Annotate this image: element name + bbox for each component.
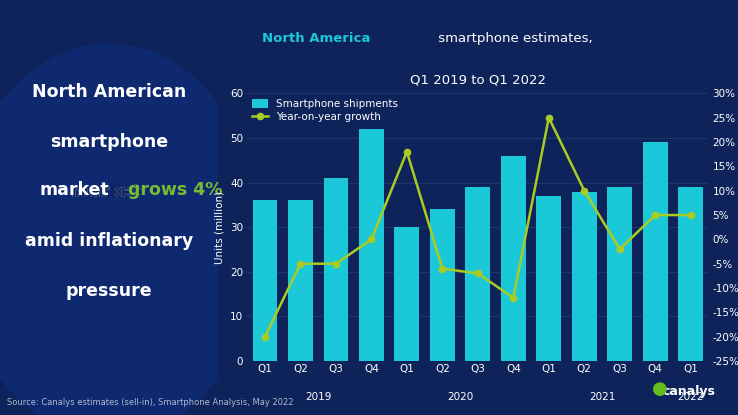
Bar bbox=[572, 191, 597, 361]
Text: canalys: canalys bbox=[663, 386, 716, 398]
Text: 2021: 2021 bbox=[589, 392, 615, 402]
Text: ●: ● bbox=[652, 381, 668, 398]
Bar bbox=[323, 178, 348, 361]
Bar bbox=[430, 209, 455, 361]
Text: amid inflationary: amid inflationary bbox=[25, 232, 193, 250]
Bar bbox=[607, 187, 632, 361]
Text: 2020: 2020 bbox=[447, 392, 473, 402]
Bar bbox=[678, 187, 703, 361]
Bar bbox=[537, 196, 561, 361]
Text: North America smartphone estimates,: North America smartphone estimates, bbox=[263, 32, 549, 44]
Text: smartphone estimates,: smartphone estimates, bbox=[434, 32, 593, 44]
Bar bbox=[359, 129, 384, 361]
Text: market: market bbox=[71, 183, 147, 200]
Y-axis label: Units (million): Units (million) bbox=[214, 190, 224, 264]
Text: North America: North America bbox=[263, 32, 370, 44]
Text: 2019: 2019 bbox=[305, 392, 331, 402]
Text: Q1 2019 to Q1 2022: Q1 2019 to Q1 2022 bbox=[410, 73, 546, 86]
Text: pressure: pressure bbox=[66, 282, 152, 300]
Text: Source: Canalys estimates (sell-in), Smartphone Analysis, May 2022: Source: Canalys estimates (sell-in), Sma… bbox=[7, 398, 294, 407]
Bar bbox=[466, 187, 490, 361]
Text: market: market bbox=[39, 181, 108, 198]
Text: North American: North American bbox=[32, 83, 186, 101]
Bar bbox=[288, 200, 313, 361]
Text: market: market bbox=[71, 183, 147, 200]
Bar bbox=[501, 156, 525, 361]
Text: smartphone: smartphone bbox=[49, 133, 168, 151]
Text: grows 4%: grows 4% bbox=[128, 181, 223, 198]
Bar bbox=[252, 200, 277, 361]
Text: 2022: 2022 bbox=[677, 392, 704, 402]
Legend: Smartphone shipments, Year-on-year growth: Smartphone shipments, Year-on-year growt… bbox=[252, 99, 399, 122]
Bar bbox=[395, 227, 419, 361]
Ellipse shape bbox=[0, 44, 261, 415]
Bar bbox=[643, 142, 668, 361]
